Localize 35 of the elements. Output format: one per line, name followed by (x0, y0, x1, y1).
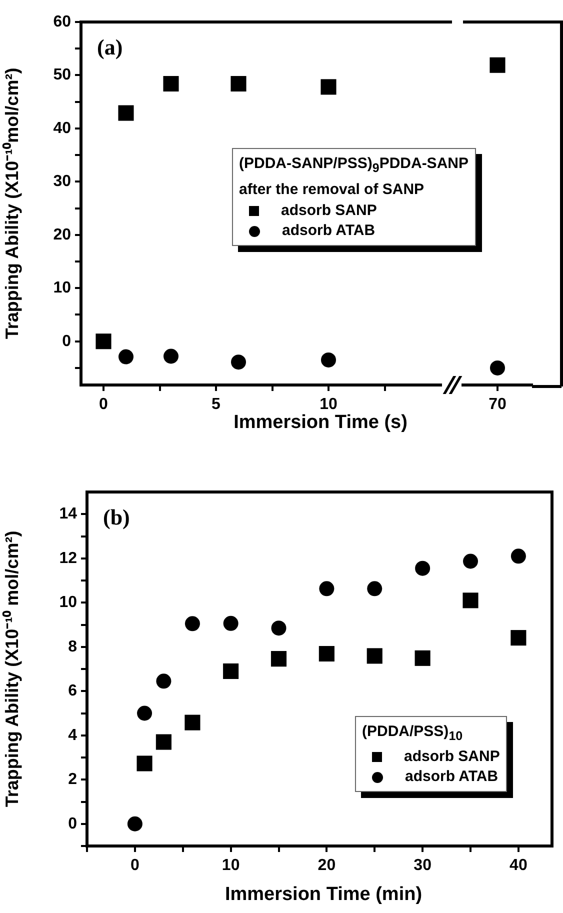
annotation: (b) (103, 504, 130, 530)
y-tick-label: 20 (53, 226, 72, 244)
y-axis-title: Trapping Ability (X10⁻¹⁰mol/cm²) (2, 68, 22, 340)
y-tick-label: 14 (59, 506, 78, 523)
y-tick-label: 30 (53, 173, 72, 190)
x-tick-label: 10 (320, 396, 338, 414)
x-tick-label: 5 (212, 396, 221, 414)
x-tick-label: 0 (99, 396, 108, 414)
x-tick-label: 0 (130, 857, 140, 874)
x-axis-title: Immersion Time (s) (232, 412, 408, 434)
legend-label: adsorb SANP (404, 747, 500, 767)
y-tick-label: 2 (68, 771, 78, 788)
y-tick-label: 4 (68, 726, 78, 744)
x-tick-label: 30 (414, 857, 432, 874)
x-axis-title: Immersion Time (min) (224, 884, 424, 906)
y-tick-label: 0 (68, 815, 78, 832)
y-tick-label: 6 (68, 682, 78, 700)
y-tick-label: 0 (62, 332, 72, 350)
legend-title: (PDDA/PSS)$_{10}$ (362, 722, 464, 745)
x-tick-label: 20 (318, 857, 336, 874)
legend-label: adsorb ATAB (282, 221, 376, 241)
y-axis-title: Trapping Ability (X10⁻¹⁰ mol/cm²) (2, 530, 22, 808)
annotation: (a) (97, 34, 123, 60)
x-tick-label: 10 (222, 857, 240, 874)
legend-label: adsorb ATAB (405, 767, 498, 787)
y-tick-label: 12 (59, 550, 78, 567)
x-tick-label: 70 (488, 396, 506, 414)
y-tick-label: 50 (53, 66, 72, 84)
y-tick-label: 10 (53, 280, 72, 297)
y-tick-label: 10 (59, 594, 78, 612)
legend-label: adsorb SANP (281, 201, 377, 221)
x-tick-label: 40 (510, 857, 528, 874)
y-tick-label: 8 (68, 638, 78, 656)
y-tick-label: 60 (53, 13, 72, 30)
y-tick-label: 40 (53, 120, 72, 137)
